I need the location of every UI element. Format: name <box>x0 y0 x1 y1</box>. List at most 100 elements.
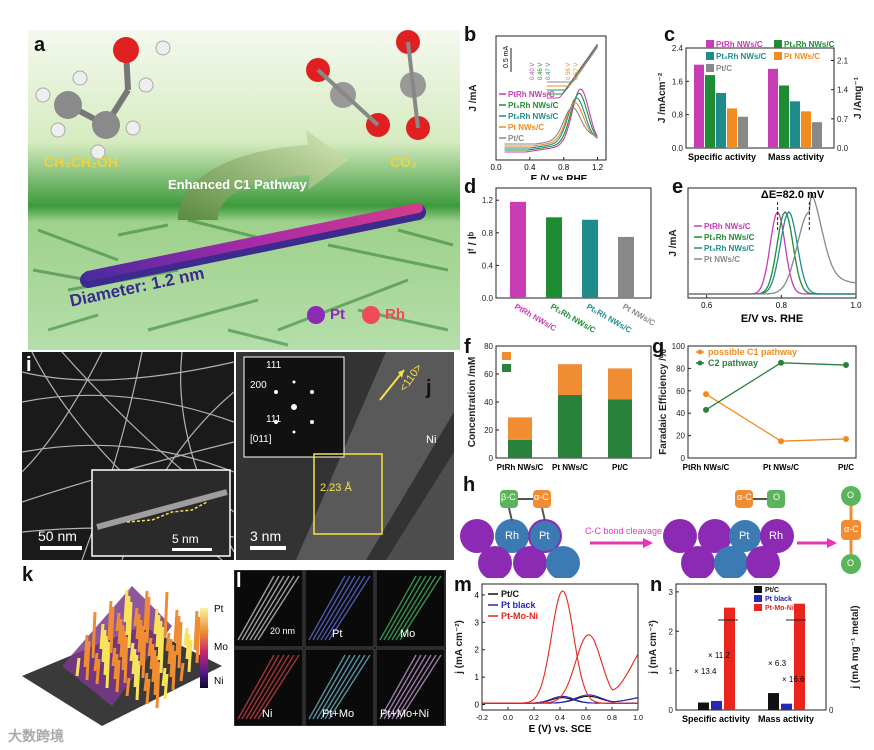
panel-label-d: d <box>464 176 477 198</box>
alpha-c-label-2: α-C <box>737 492 752 502</box>
legend-marker <box>697 349 703 355</box>
x-axis-label: E (V) vs. SCE <box>529 724 592 735</box>
legend-label: Pt NWs/C <box>704 255 740 264</box>
legend-label: Pt₅Rh NWs/C <box>508 112 559 121</box>
spike <box>119 624 125 658</box>
haadf-image-j <box>236 352 454 560</box>
category-label: PtRh NWs/C <box>497 463 544 472</box>
eds-wire <box>237 575 275 641</box>
eds-wire <box>399 575 442 641</box>
co2-product-icon <box>841 486 861 574</box>
bar-0-1 <box>705 75 715 148</box>
beta-c-label: β-C <box>501 492 516 502</box>
eds-wire <box>257 654 300 720</box>
bar-1-1 <box>779 85 789 148</box>
panel-label-n: n <box>650 574 663 596</box>
y-tick-label: 60 <box>484 370 493 379</box>
bar-1-2 <box>790 101 800 148</box>
spike <box>155 614 161 648</box>
spike <box>147 637 153 657</box>
x-tick-label: 0.6 <box>581 715 591 722</box>
point-1-2 <box>843 362 849 369</box>
panel-c: 0.0 0.8 1.6 2.4 0.0 0.7 1.4 2.1 J /mAcm⁻² J /Amg⁻… <box>656 24 866 180</box>
y-tick-label: 1.6 <box>672 77 684 86</box>
legend-label: C2 pathway <box>708 358 758 368</box>
series-line-0 <box>705 393 847 442</box>
x-tick-label: 0.0 <box>490 163 502 172</box>
spike <box>173 609 179 643</box>
y-tick-label: 1.2 <box>482 196 494 205</box>
spike <box>153 655 159 696</box>
spike <box>167 638 173 665</box>
spike <box>123 636 129 684</box>
spike <box>155 661 161 709</box>
spike <box>185 633 191 660</box>
chart-c: 0.0 0.8 1.6 2.4 0.0 0.7 1.4 2.1 J /mAcm⁻² J /Amg⁻… <box>657 40 864 162</box>
eds-wire <box>257 575 300 641</box>
y2-axis-label: j (mA mg⁻¹ metal) <box>850 605 861 689</box>
spike <box>117 618 123 645</box>
legend-label: Pt₃Rh NWs/C <box>508 101 559 110</box>
inset-i <box>91 469 231 557</box>
eds-wire <box>324 654 366 720</box>
eds-wire <box>253 654 295 720</box>
spike <box>151 649 157 683</box>
cc-cleavage-label: C-C bond cleavage <box>585 526 663 536</box>
x-tick-label: 0.8 <box>558 163 570 172</box>
category-label: Pt/C <box>612 463 628 472</box>
panel-l: l 20 nm Pt Mo Ni Pt+Mo Pt+Mo+Ni <box>233 569 446 727</box>
x-tick-label: 0.0 <box>503 715 513 722</box>
plot-frame <box>495 187 652 299</box>
spike <box>193 610 199 651</box>
eds-wire <box>308 654 346 720</box>
spike <box>161 667 167 687</box>
y-tick-label: 100 <box>672 342 686 351</box>
legend-label: Pt₃Rh NWs/C <box>704 233 755 242</box>
chart-m: -0.2 0.0 0.2 0.4 0.6 0.8 1.0 0 1 2 3 4 E (V) vs. SCE… <box>454 583 643 735</box>
ni-label: Ni <box>426 434 437 446</box>
eds-label-mo: Mo <box>400 628 416 640</box>
spike <box>177 621 183 669</box>
chart-n: 012304008001200j (mA cm⁻²)j (mA mg⁻¹ met… <box>648 583 861 724</box>
x-tick-label: -0.2 <box>476 715 488 722</box>
panel-k: k Pt Mo Ni <box>22 564 232 734</box>
ratio-annotation: × 13.4 <box>694 667 717 676</box>
y-tick-label: 20 <box>484 426 493 435</box>
co2-molecule-icon <box>306 30 430 140</box>
legend-label: Pt NWs/C <box>508 123 544 132</box>
eds-wire <box>383 654 422 720</box>
y-tick-label: 0 <box>489 454 494 463</box>
o-label: O <box>773 492 781 502</box>
legend-swatch <box>502 352 511 360</box>
inset-curve-4 <box>546 46 598 83</box>
eds-wire <box>328 575 371 641</box>
onset-label: 0.46 V <box>538 63 544 80</box>
y-tick-label: 0.0 <box>482 294 494 303</box>
legend-swatch <box>754 586 762 593</box>
o-label-bottom: O <box>847 558 855 568</box>
eds-wire <box>237 654 275 720</box>
x-tick-label: 0.8 <box>776 301 788 310</box>
eds-wire <box>391 654 432 720</box>
panel-j-micrograph: j 111 200 111 [011] <110> Ni 2.23 Å 3 nm <box>236 352 454 560</box>
onset-label: 0.56 V <box>566 63 572 80</box>
tem-image-i <box>22 352 234 560</box>
eds-wire <box>312 575 351 641</box>
y-tick-label: 20 <box>676 432 685 441</box>
eds-wire <box>391 575 432 641</box>
legend-label: Pt black <box>501 600 537 610</box>
spike <box>115 612 121 632</box>
spike <box>141 631 147 679</box>
legend-label: PtRh NWs/C <box>716 40 763 49</box>
y-axis-label: Faradaic Efficiency /% <box>658 349 669 455</box>
point-0-2 <box>843 435 849 442</box>
spike <box>179 662 185 682</box>
bar-1 <box>546 217 562 298</box>
colorbar-pt: Pt <box>214 604 224 615</box>
spike <box>83 634 89 668</box>
legend-label: Pt/C <box>501 589 520 599</box>
spike <box>149 643 155 670</box>
panel-label-k: k <box>22 564 34 586</box>
panel-label-e: e <box>672 176 684 198</box>
eds-wire <box>241 654 280 720</box>
